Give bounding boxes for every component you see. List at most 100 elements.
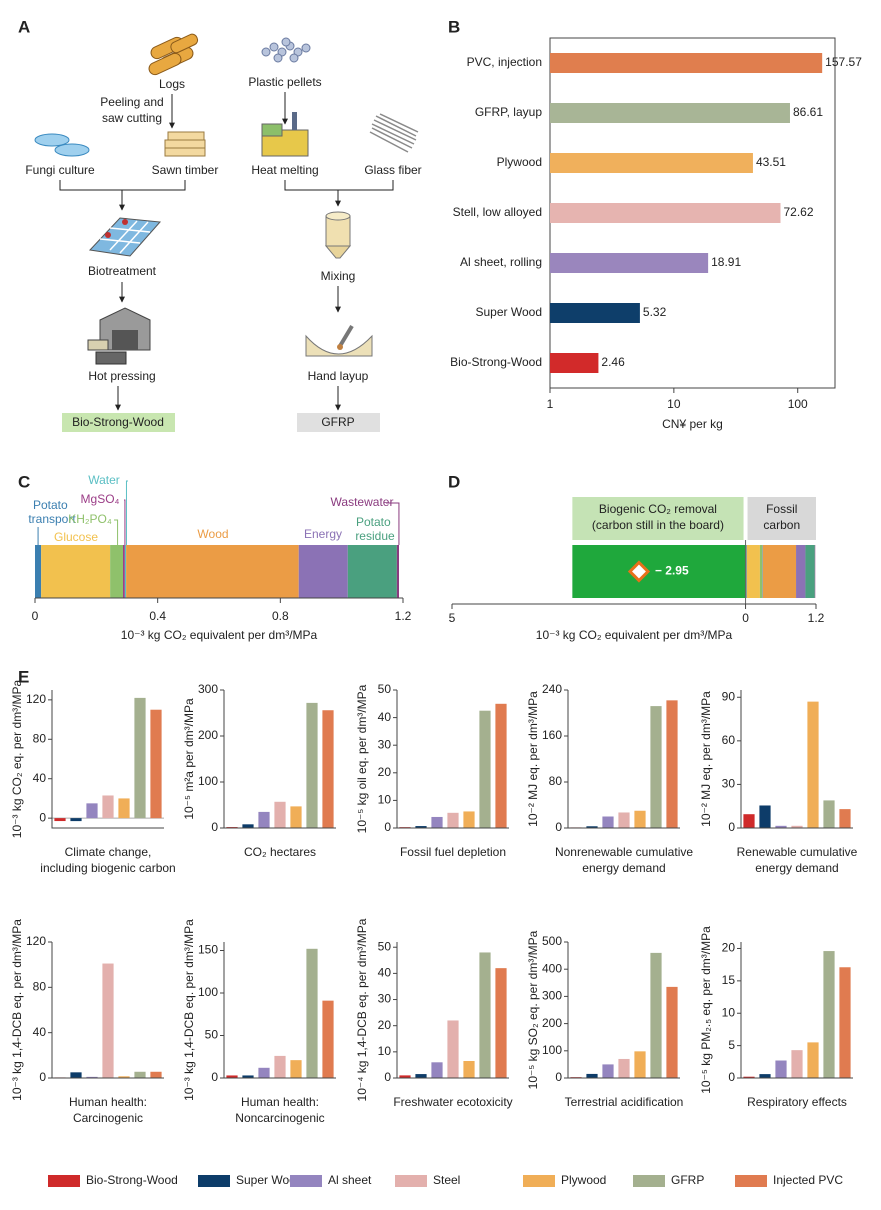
x-axis-label: 10⁻³ kg CO₂ equivalent per dm³/MPa bbox=[536, 628, 733, 642]
bar bbox=[634, 811, 645, 828]
x-axis-label: CN¥ per kg bbox=[662, 417, 723, 431]
y-axis-label: 10⁻⁵ kg SO₂ eq. per dm³/MPa bbox=[526, 930, 540, 1089]
subplot-title: Respiratory effects bbox=[747, 1095, 847, 1109]
y-tick-label: 0 bbox=[728, 820, 735, 834]
node-label: Mixing bbox=[321, 269, 356, 283]
bar bbox=[807, 702, 818, 828]
bar bbox=[775, 1061, 786, 1078]
bar bbox=[550, 203, 781, 223]
bar bbox=[322, 710, 333, 828]
x-tick-label: 0.8 bbox=[272, 609, 289, 623]
legend-swatch bbox=[395, 1175, 427, 1187]
category-label: Al sheet, rolling bbox=[460, 255, 542, 269]
bar bbox=[650, 953, 661, 1078]
panel-label: D bbox=[448, 472, 460, 491]
subplot-title: Terrestrial acidification bbox=[565, 1095, 684, 1109]
bar bbox=[495, 968, 506, 1078]
bar bbox=[70, 818, 81, 821]
y-tick-label: 500 bbox=[542, 934, 562, 948]
leader-line bbox=[126, 481, 128, 545]
x-tick-label: 1.2 bbox=[808, 611, 825, 625]
node-label: Logs bbox=[159, 77, 185, 91]
y-tick-label: 40 bbox=[378, 966, 392, 980]
leader-line bbox=[114, 520, 118, 545]
y-tick-label: 0 bbox=[39, 1070, 46, 1084]
bar bbox=[258, 812, 269, 828]
y-tick-label: 60 bbox=[722, 733, 736, 747]
legend-swatch bbox=[198, 1175, 230, 1187]
annotation: Fossil bbox=[766, 502, 797, 516]
bar bbox=[118, 798, 129, 818]
node-label: Hot pressing bbox=[88, 369, 155, 383]
node-label: Heat melting bbox=[251, 163, 318, 177]
bar bbox=[290, 806, 301, 828]
bar bbox=[258, 1068, 269, 1078]
subplot-title: Human health: bbox=[69, 1095, 147, 1109]
bar bbox=[306, 703, 317, 828]
x-axis-label: 10⁻³ kg CO₂ equivalent per dm³/MPa bbox=[121, 628, 318, 642]
bar bbox=[274, 802, 285, 828]
bar bbox=[431, 817, 442, 828]
x-tick-label: 0 bbox=[32, 609, 39, 623]
y-tick-label: 80 bbox=[33, 980, 47, 994]
y-tick-label: 90 bbox=[722, 689, 736, 703]
node-label: Bio-Strong-Wood bbox=[72, 415, 164, 429]
x-tick-label: 100 bbox=[788, 397, 808, 411]
bracket bbox=[60, 180, 185, 190]
value-label: 86.61 bbox=[793, 105, 823, 119]
segment bbox=[126, 545, 299, 598]
legend-label: Al sheet bbox=[328, 1173, 372, 1187]
subplot-title: Nonrenewable cumulative bbox=[555, 845, 693, 859]
bar bbox=[791, 1050, 802, 1078]
y-tick-label: 10 bbox=[378, 1044, 392, 1058]
y-tick-label: 40 bbox=[33, 771, 47, 785]
bar bbox=[759, 1074, 770, 1078]
category-label: Stell, low alloyed bbox=[453, 205, 542, 219]
y-tick-label: 240 bbox=[542, 682, 562, 696]
bar bbox=[839, 967, 850, 1078]
value-label: 18.91 bbox=[711, 255, 741, 269]
bar bbox=[650, 706, 661, 828]
segment-label: Energy bbox=[304, 527, 342, 541]
node-label: Fungi culture bbox=[25, 163, 95, 177]
subplot-title: Fossil fuel depletion bbox=[400, 845, 506, 859]
bar bbox=[666, 700, 677, 828]
bar bbox=[618, 1059, 629, 1078]
y-tick-label: 50 bbox=[378, 939, 392, 953]
panel-label: A bbox=[18, 17, 30, 36]
mixer-icon bbox=[326, 212, 350, 258]
y-tick-label: 50 bbox=[378, 682, 392, 696]
bar bbox=[550, 303, 640, 323]
bar bbox=[134, 698, 145, 818]
subplot-title: Noncarcinogenic bbox=[235, 1111, 324, 1125]
segment bbox=[796, 545, 805, 598]
x-tick-label: 1.2 bbox=[395, 609, 412, 623]
y-tick-label: 100 bbox=[542, 1043, 562, 1057]
y-tick-label: 150 bbox=[198, 943, 218, 957]
axes bbox=[568, 690, 680, 828]
segment bbox=[110, 545, 123, 598]
y-tick-label: 30 bbox=[378, 737, 392, 751]
bar bbox=[306, 949, 317, 1078]
segment bbox=[125, 545, 126, 598]
node-label: Biotreatment bbox=[88, 264, 157, 278]
y-axis-label: 10⁻³ kg 1,4-DCB eq. per dm³/MPa bbox=[182, 919, 196, 1101]
bar bbox=[666, 987, 677, 1078]
legend-swatch bbox=[633, 1175, 665, 1187]
bar bbox=[495, 704, 506, 828]
fiber-icon bbox=[370, 114, 418, 152]
x-tick-label: 0 bbox=[742, 611, 749, 625]
value-label: − 2.95 bbox=[655, 564, 689, 578]
y-tick-label: 10 bbox=[378, 793, 392, 807]
legend-label: Plywood bbox=[561, 1173, 606, 1187]
y-tick-label: 80 bbox=[33, 731, 47, 745]
bar bbox=[415, 1074, 426, 1078]
bar bbox=[447, 1020, 458, 1078]
segment-label: Glucose bbox=[54, 530, 98, 544]
y-tick-label: 400 bbox=[542, 961, 562, 975]
category-label: Super Wood bbox=[476, 305, 543, 319]
bar bbox=[150, 1072, 161, 1078]
bar bbox=[550, 153, 753, 173]
